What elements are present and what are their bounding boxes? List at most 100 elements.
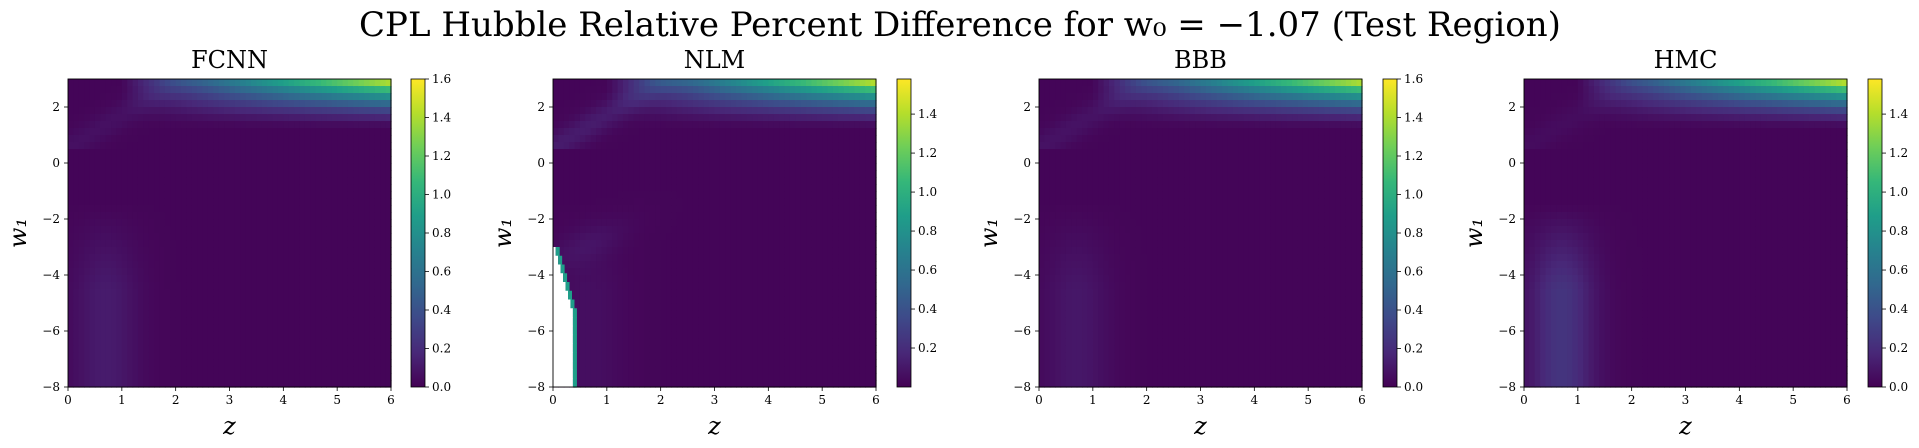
heatmap-cell: [816, 170, 823, 178]
heatmap-cell: [137, 268, 144, 276]
heatmap-cell: [816, 380, 823, 388]
heatmap-cell: [574, 79, 581, 87]
heatmap-cell: [671, 79, 678, 87]
heatmap-cell: [682, 296, 689, 304]
heatmap-cell: [321, 366, 327, 374]
heatmap-cell: [822, 184, 829, 192]
heatmap-cell: [579, 79, 586, 87]
heatmap-cell: [687, 261, 694, 269]
heatmap-cell: [714, 240, 721, 248]
heatmap-cell: [644, 373, 651, 381]
heatmap-cell: [725, 296, 732, 304]
heatmap-cell: [579, 324, 586, 332]
heatmap-cell: [89, 380, 96, 388]
heatmap-cell: [698, 121, 705, 129]
heatmap-cell: [347, 156, 354, 164]
heatmap-cell: [816, 352, 823, 360]
heatmap-cell: [757, 219, 764, 227]
heatmap-cell: [569, 226, 576, 234]
heatmap-cell: [380, 331, 387, 339]
heatmap-cell: [310, 275, 317, 283]
heatmap-cell: [725, 93, 732, 101]
heatmap-cell: [299, 86, 306, 94]
heatmap-cell: [563, 114, 570, 122]
heatmap-cell: [213, 366, 220, 374]
heatmap-cell: [261, 275, 268, 283]
heatmap-cell: [358, 324, 365, 332]
heatmap-cell: [822, 275, 829, 283]
heatmap-cell: [714, 289, 721, 297]
heatmap-cell: [666, 170, 673, 178]
heatmap-cell: [224, 79, 231, 87]
heatmap-cell: [186, 121, 193, 129]
heatmap-cell: [304, 135, 311, 143]
heatmap-cell: [245, 324, 252, 332]
heatmap-cell: [191, 331, 198, 339]
heatmap-cell: [358, 366, 365, 374]
heatmap-cell: [703, 219, 710, 227]
heatmap-cell: [229, 324, 236, 332]
heatmap-cell: [617, 226, 624, 234]
heatmap-cell: [795, 240, 802, 248]
heatmap-cell: [784, 170, 791, 178]
heatmap-cell: [321, 198, 327, 206]
heatmap-cell: [628, 212, 635, 220]
heatmap-cell: [585, 86, 592, 94]
heatmap-cell: [719, 177, 726, 185]
heatmap-cell: [277, 296, 284, 304]
heatmap-cell: [154, 226, 161, 234]
heatmap-cell: [800, 324, 807, 332]
heatmap-cell: [757, 254, 764, 262]
heatmap-cell: [746, 254, 753, 262]
heatmap-cell: [703, 254, 710, 262]
heatmap-cell: [224, 128, 231, 136]
heatmap-cell: [159, 240, 166, 248]
heatmap-cell: [806, 338, 812, 346]
heatmap-cell: [127, 128, 134, 136]
heatmap-cell: [229, 247, 236, 255]
heatmap-cell: [288, 219, 295, 227]
heatmap-cell: [229, 226, 236, 234]
heatmap-cell: [342, 317, 349, 325]
heatmap-cell: [719, 114, 726, 122]
heatmap-cell: [170, 275, 177, 283]
heatmap-cell: [806, 317, 812, 325]
heatmap-cell: [709, 310, 716, 318]
heatmap-cell: [806, 366, 812, 374]
heatmap-cell: [315, 205, 322, 213]
heatmap-cell: [337, 114, 344, 122]
heatmap-cell: [213, 303, 220, 311]
heatmap-cell: [272, 93, 279, 101]
heatmap-cell: [806, 254, 812, 262]
heatmap-cell: [364, 184, 371, 192]
heatmap-cell: [170, 254, 177, 262]
heatmap-cell: [622, 247, 629, 255]
heatmap-cell: [800, 233, 807, 241]
heatmap-cell: [347, 254, 354, 262]
heatmap-cell: [709, 366, 716, 374]
heatmap-cell: [374, 79, 381, 87]
heatmap-cell: [585, 254, 592, 262]
heatmap-cell: [132, 121, 139, 129]
heatmap-cell: [304, 373, 311, 381]
heatmap-cell: [202, 86, 209, 94]
heatmap-cell: [294, 254, 301, 262]
heatmap-cell: [757, 170, 764, 178]
heatmap-cell: [622, 107, 629, 115]
heatmap-cell: [644, 317, 651, 325]
heatmap-cell: [666, 219, 673, 227]
heatmap-cell: [148, 324, 155, 332]
heatmap-cell: [100, 219, 107, 227]
heatmap-cell: [596, 205, 603, 213]
heatmap-cell: [234, 261, 241, 269]
heatmap-cell: [342, 261, 349, 269]
heatmap-cell: [741, 233, 748, 241]
heatmap-cell: [596, 100, 603, 108]
heatmap-cell: [585, 121, 592, 129]
heatmap-cell: [606, 226, 613, 234]
heatmap-cell: [585, 135, 592, 143]
heatmap-cell: [374, 282, 381, 290]
heatmap-cell: [633, 191, 640, 199]
heatmap-cell: [757, 303, 764, 311]
heatmap-cell: [789, 366, 796, 374]
